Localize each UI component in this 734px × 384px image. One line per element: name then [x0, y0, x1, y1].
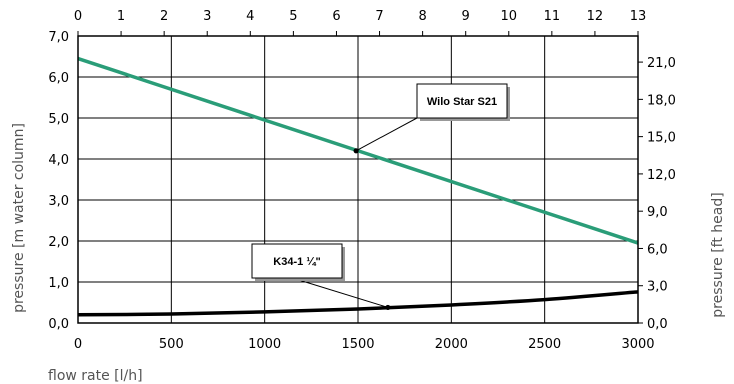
- y-left-tick-label: 2,0: [48, 235, 69, 250]
- x-top-tick-label: 12: [587, 9, 604, 24]
- y-right-tick-label: 12,0: [647, 168, 676, 183]
- x-top-tick-label: 10: [500, 9, 517, 24]
- y-left-tick-label: 0,0: [48, 317, 69, 332]
- x-top-tick-label: 2: [160, 9, 168, 24]
- y-left-tick-label: 7,0: [48, 30, 69, 45]
- x-top-tick-label: 11: [544, 9, 561, 24]
- x-axis-label: flow rate [l/h]: [48, 368, 143, 384]
- x-bottom-tick-label: 2000: [435, 337, 468, 352]
- x-top-tick-label: 6: [332, 9, 340, 24]
- x-top-tick-label: 0: [74, 9, 82, 24]
- x-top-tick-label: 5: [289, 9, 297, 24]
- annotation-label: Wilo Star S21: [427, 96, 497, 108]
- x-top-tick-label: 9: [462, 9, 470, 24]
- x-top-tick-label: 1: [117, 9, 125, 24]
- y-right-tick-label: 9,0: [647, 205, 668, 220]
- y-left-tick-label: 6,0: [48, 71, 69, 86]
- y-left-tick-label: 4,0: [48, 153, 69, 168]
- annotation-point: [385, 304, 391, 311]
- plot-frame: [77, 35, 639, 324]
- x-bottom-tick-label: 0: [74, 337, 82, 352]
- y-right-tick-label: 15,0: [647, 131, 676, 146]
- grid: [77, 35, 639, 324]
- y-axis-right-label: pressure [ft head]: [710, 192, 726, 317]
- x-top-tick-label: 7: [375, 9, 383, 24]
- y-right-tick-label: 21,0: [647, 56, 676, 71]
- y-axis-left-label: pressure [m water column]: [11, 123, 27, 313]
- y-right-tick-label: 18,0: [647, 93, 676, 108]
- y-right-tick-label: 0,0: [647, 317, 668, 332]
- annotation-box: [416, 83, 508, 119]
- x-bottom-tick-label: 3000: [621, 337, 654, 352]
- x-top-tick-label: 13: [630, 9, 647, 24]
- y-right-tick-label: 6,0: [647, 242, 668, 257]
- x-bottom-tick-label: 2500: [528, 337, 561, 352]
- x-bottom-tick-label: 500: [159, 337, 184, 352]
- annotations: Wilo Star S21 K34-1 ¼": [251, 83, 510, 311]
- x-bottom-tick-label: 1500: [341, 337, 374, 352]
- series-line-1: [77, 290, 639, 317]
- annotation-point: [353, 148, 359, 154]
- y-left-tick-label: 3,0: [48, 194, 69, 209]
- x-top-tick-label: 8: [418, 9, 426, 24]
- y-left-tick-label: 1,0: [48, 276, 69, 291]
- annotation-leader: [355, 117, 418, 152]
- annotation-box: [251, 243, 343, 279]
- annotation-leader: [292, 277, 389, 308]
- y-right-tick-label: 3,0: [647, 280, 668, 295]
- annotation-label: K34-1 ¼": [273, 256, 320, 268]
- x-bottom-tick-label: 1000: [248, 337, 281, 352]
- x-top-tick-label: 4: [246, 9, 254, 24]
- y-left-tick-label: 5,0: [48, 112, 69, 127]
- x-top-tick-label: 3: [203, 9, 211, 24]
- ticks-layer: 0,0 1,0 2,0 3,0 4,0 5,0 6,0 7,0 0 500 1000 1500 2000…: [48, 9, 676, 352]
